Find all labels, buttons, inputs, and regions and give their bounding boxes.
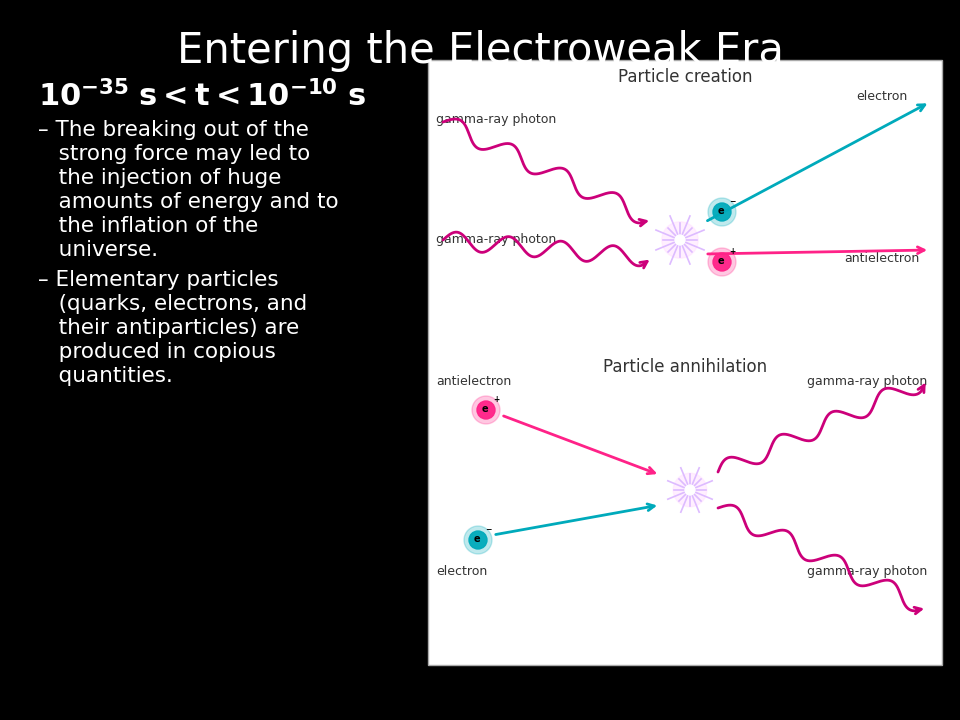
Text: – The breaking out of the: – The breaking out of the	[38, 120, 309, 140]
Text: – Elementary particles: – Elementary particles	[38, 270, 278, 290]
Text: universe.: universe.	[38, 240, 158, 260]
Text: Particle annihilation: Particle annihilation	[603, 358, 767, 376]
Text: −: −	[485, 525, 492, 534]
Circle shape	[708, 248, 736, 276]
Circle shape	[685, 485, 695, 495]
Circle shape	[472, 396, 500, 424]
Text: strong force may led to: strong force may led to	[38, 144, 310, 164]
Text: their antiparticles) are: their antiparticles) are	[38, 318, 300, 338]
Text: Entering the Electroweak Era: Entering the Electroweak Era	[177, 30, 783, 72]
Text: the injection of huge: the injection of huge	[38, 168, 281, 188]
Text: electron: electron	[436, 565, 488, 578]
Circle shape	[477, 401, 495, 419]
Text: gamma-ray photon: gamma-ray photon	[436, 114, 556, 127]
Circle shape	[661, 222, 698, 258]
Text: −: −	[729, 197, 735, 206]
Text: $\mathbf{10^{-35}}$ $\mathbf{s < t < 10^{-10}\ s}$: $\mathbf{10^{-35}}$ $\mathbf{s < t < 10^…	[38, 80, 367, 112]
Text: e: e	[718, 206, 724, 216]
Text: e: e	[482, 404, 489, 414]
Circle shape	[713, 203, 731, 221]
Text: +: +	[729, 247, 735, 256]
Text: e: e	[473, 534, 480, 544]
Circle shape	[708, 198, 736, 226]
Circle shape	[464, 526, 492, 554]
Text: +: +	[493, 395, 499, 404]
Text: antielectron: antielectron	[845, 252, 920, 265]
Text: the inflation of the: the inflation of the	[38, 216, 258, 236]
Circle shape	[469, 531, 487, 549]
Circle shape	[713, 253, 731, 271]
Circle shape	[675, 235, 685, 245]
Text: electron: electron	[856, 90, 907, 103]
Text: gamma-ray photon: gamma-ray photon	[806, 375, 927, 388]
Text: Particle creation: Particle creation	[617, 68, 753, 86]
Circle shape	[673, 473, 707, 507]
Text: amounts of energy and to: amounts of energy and to	[38, 192, 339, 212]
Text: antielectron: antielectron	[436, 375, 512, 388]
Text: gamma-ray photon: gamma-ray photon	[806, 565, 927, 578]
Text: produced in copious: produced in copious	[38, 342, 276, 362]
Text: quantities.: quantities.	[38, 366, 173, 386]
Text: (quarks, electrons, and: (quarks, electrons, and	[38, 294, 307, 314]
Text: e: e	[718, 256, 724, 266]
FancyBboxPatch shape	[428, 60, 942, 665]
Text: gamma-ray photon: gamma-ray photon	[436, 233, 556, 246]
